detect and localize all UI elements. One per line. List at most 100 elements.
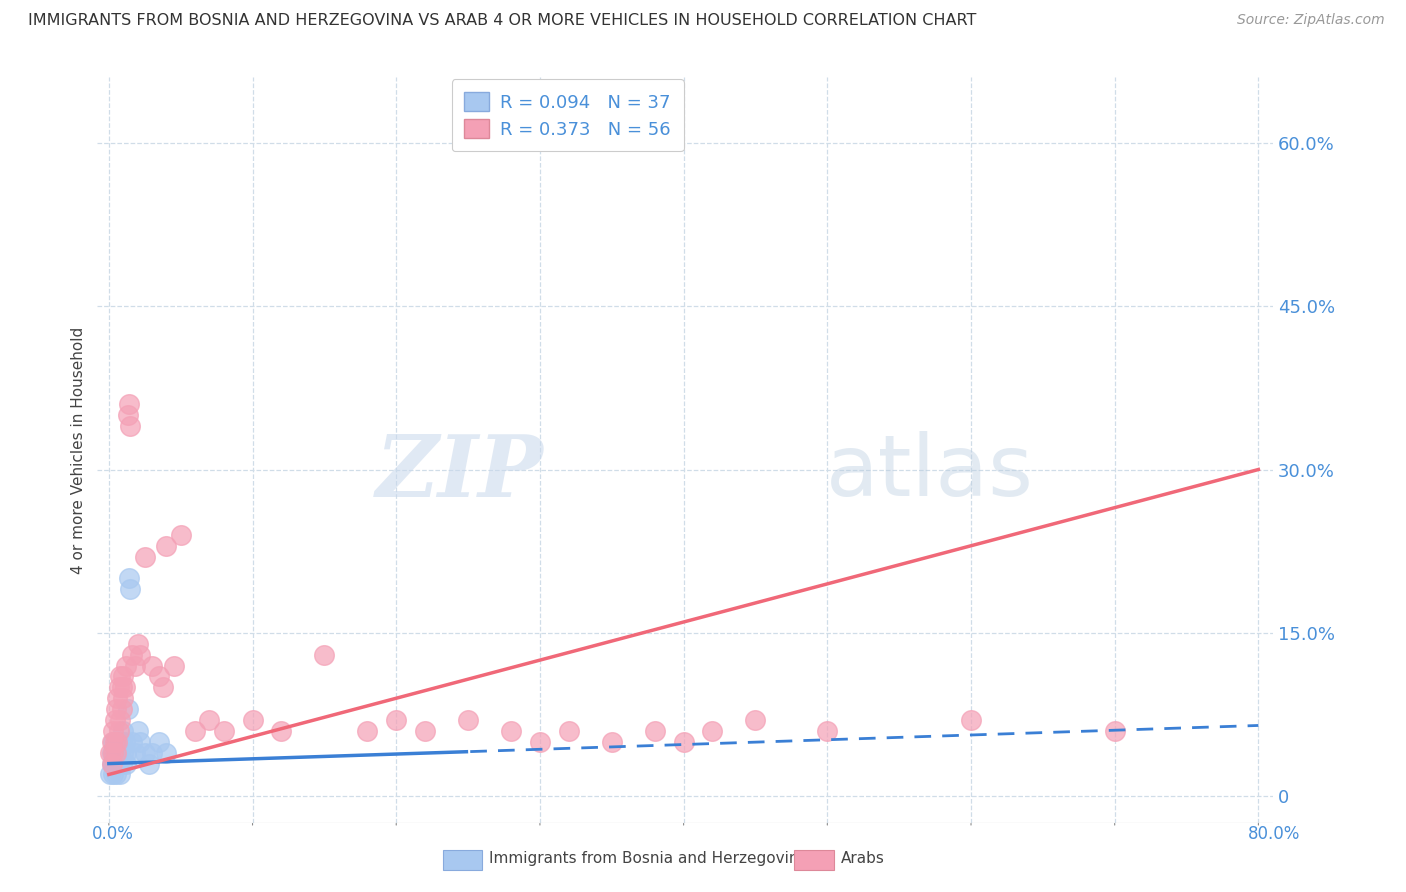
Point (100, 756, 122, 771)
Point (124, 746, 146, 760)
Point (644, 723, 666, 738)
Point (152, 681, 174, 695)
Point (141, 658, 163, 673)
Point (104, 735, 127, 749)
Point (413, 723, 436, 738)
Point (100, 735, 122, 749)
Point (98, 746, 121, 760)
Point (134, 746, 156, 760)
Point (111, 756, 134, 771)
Point (114, 681, 136, 695)
Point (110, 746, 132, 760)
Point (184, 723, 207, 738)
Point (148, 735, 170, 749)
Point (107, 735, 129, 749)
Point (104, 746, 127, 760)
Point (110, 669, 132, 683)
Point (114, 735, 136, 749)
Point (129, 648, 152, 662)
Text: Immigrants from Bosnia and Herzegovina: Immigrants from Bosnia and Herzegovina (489, 851, 808, 865)
Point (101, 756, 124, 771)
Point (124, 658, 146, 673)
Point (111, 702, 134, 716)
Point (105, 746, 128, 760)
Point (115, 658, 138, 673)
Point (105, 735, 128, 749)
Point (148, 669, 170, 683)
Point (108, 723, 131, 738)
Point (107, 756, 129, 771)
Text: atlas: atlas (827, 432, 1035, 515)
Text: IMMIGRANTS FROM BOSNIA AND HERZEGOVINA VS ARAB 4 OR MORE VEHICLES IN HOUSEHOLD C: IMMIGRANTS FROM BOSNIA AND HERZEGOVINA V… (28, 13, 977, 29)
Point (108, 756, 131, 771)
Point (121, 648, 143, 662)
Point (110, 767, 132, 781)
Point (129, 735, 152, 749)
Point (111, 735, 134, 749)
Text: 80.0%: 80.0% (1249, 825, 1301, 843)
Point (105, 767, 128, 781)
Point (101, 723, 124, 738)
Point (112, 746, 135, 760)
Point (101, 735, 124, 749)
Point (127, 637, 149, 651)
Legend: R = 0.094   N = 37, R = 0.373   N = 56: R = 0.094 N = 37, R = 0.373 N = 56 (451, 79, 683, 152)
Point (385, 713, 408, 727)
Point (600, 735, 623, 749)
Point (141, 746, 163, 760)
Point (198, 713, 221, 727)
Text: Source: ZipAtlas.com: Source: ZipAtlas.com (1237, 13, 1385, 28)
Point (356, 723, 378, 738)
Point (104, 713, 127, 727)
Point (112, 723, 135, 738)
Point (155, 539, 177, 553)
Point (120, 582, 142, 597)
Point (108, 681, 131, 695)
Point (107, 746, 129, 760)
Point (118, 397, 141, 411)
Point (134, 549, 156, 564)
Point (270, 723, 292, 738)
Point (107, 691, 129, 706)
Point (314, 648, 336, 662)
Point (815, 723, 838, 738)
Point (117, 702, 139, 716)
Point (110, 713, 132, 727)
Y-axis label: 4 or more Vehicles in Household: 4 or more Vehicles in Household (72, 326, 86, 574)
Text: ZIP: ZIP (377, 431, 544, 515)
Point (101, 767, 124, 781)
Point (529, 735, 551, 749)
Point (101, 746, 124, 760)
Point (212, 723, 235, 738)
Point (138, 756, 160, 771)
Point (118, 571, 141, 585)
Point (557, 723, 579, 738)
Point (108, 746, 131, 760)
Point (127, 723, 149, 738)
Point (105, 702, 128, 716)
Point (112, 691, 135, 706)
Point (105, 756, 128, 771)
Point (117, 408, 139, 422)
Point (100, 756, 122, 771)
Point (115, 756, 138, 771)
Point (120, 419, 142, 434)
Point (744, 713, 766, 727)
Point (155, 746, 177, 760)
Point (170, 528, 193, 542)
Point (960, 713, 983, 727)
Point (702, 723, 724, 738)
Point (1104, 723, 1126, 738)
Point (672, 735, 695, 749)
Point (111, 681, 134, 695)
Point (98, 767, 121, 781)
Point (107, 735, 129, 749)
Point (242, 713, 264, 727)
Text: Arabs: Arabs (841, 851, 884, 865)
Point (104, 756, 127, 771)
Point (162, 658, 184, 673)
Point (115, 746, 138, 760)
Point (457, 713, 479, 727)
Text: 0.0%: 0.0% (91, 825, 134, 843)
Point (121, 735, 143, 749)
